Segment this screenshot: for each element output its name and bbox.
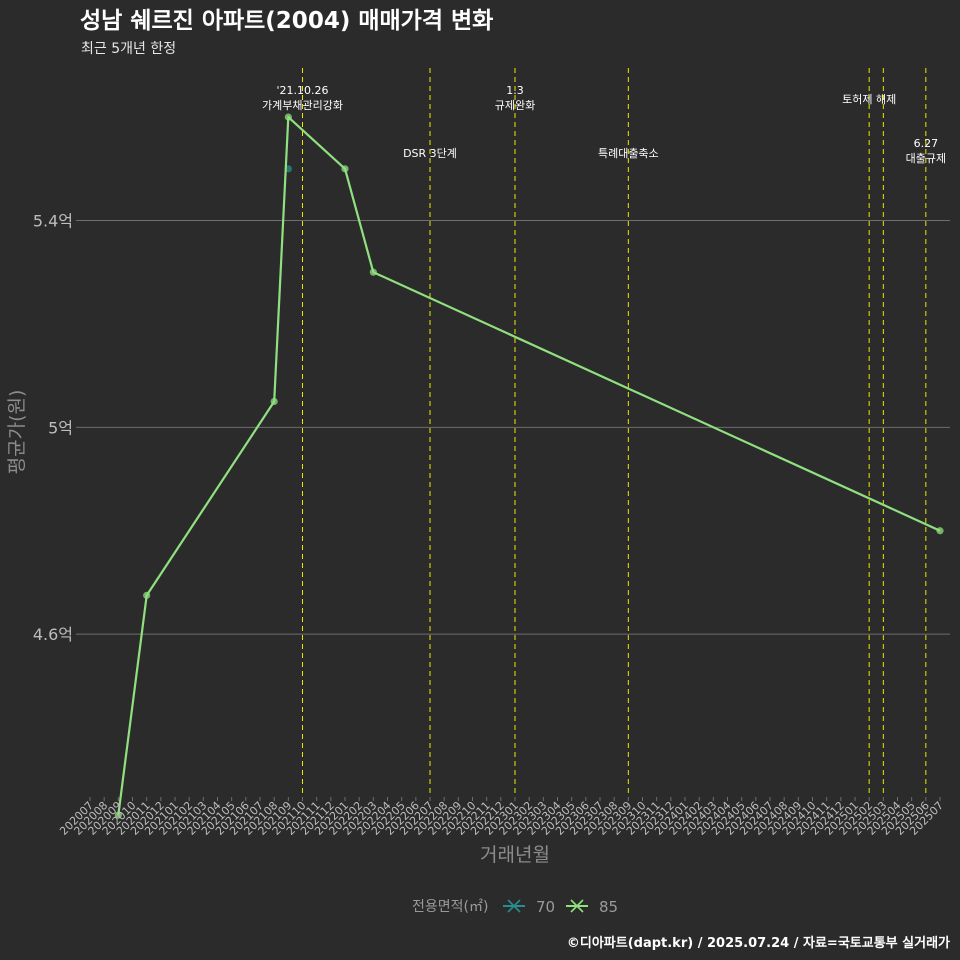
data-point-85 (936, 527, 944, 535)
chart-subtitle: 최근 5개년 한정 (81, 41, 176, 57)
x-axis-title: 거래년월 (480, 844, 550, 866)
legend-key-cross-70 (507, 899, 521, 913)
legend-label-70: 70 (536, 898, 555, 916)
legend-key-cross-85 (570, 899, 584, 913)
legend-label-85: 85 (599, 898, 618, 916)
legend-items: 70 85 (503, 898, 618, 916)
chart-title: 성남 쉐르진 아파트(2004) 매매가격 변화 (80, 8, 493, 34)
chart-caption: ©디아파트(dapt.kr) / 2025.07.24 / 자료=국토교통부 실… (567, 935, 950, 951)
data-point-85 (270, 397, 278, 406)
y-tick-label: 5억 (48, 418, 73, 437)
data-point-85 (114, 811, 122, 819)
legend-title: 전용면적(㎡) (412, 899, 488, 915)
data-point-85 (143, 591, 151, 599)
data-point-85 (341, 165, 349, 173)
series-layer (114, 113, 944, 819)
event-label: 대출규제 (906, 152, 946, 165)
event-label: 6.27 (914, 137, 939, 150)
data-point-85 (284, 113, 292, 121)
event-label: 1.3 (506, 84, 524, 97)
legend: 전용면적(㎡) 70 85 (412, 898, 618, 916)
y-tick-label: 4.6억 (33, 625, 73, 644)
y-axis: 4.6억 5억 5.4억 (33, 212, 80, 644)
y-tick-label: 5.4억 (33, 212, 73, 231)
event-label: 토허제 해제 (842, 92, 896, 106)
event-label: '21.10.26 (276, 84, 328, 97)
data-point-85 (369, 268, 377, 276)
event-label: 특례대출축소 (598, 147, 659, 160)
y-axis-title: 평균가(원) (6, 390, 28, 475)
event-label: 가계부채관리강화 (262, 99, 343, 112)
x-axis: 2020072020082020092020102020112020122021… (57, 797, 946, 838)
grid-layer (80, 220, 950, 635)
event-label: DSR 3단계 (403, 147, 457, 160)
event-label: 규제완화 (495, 99, 535, 112)
